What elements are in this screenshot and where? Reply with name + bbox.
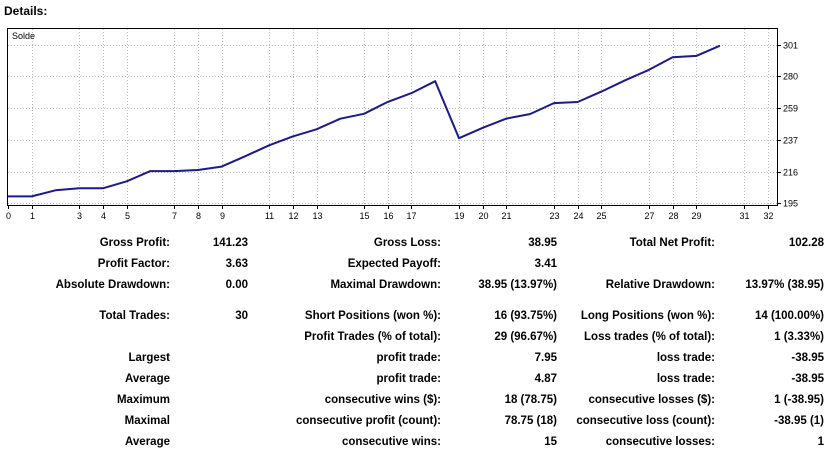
maximal-profit-value: 78.75 (18) bbox=[504, 414, 557, 427]
maximal-drawdown-label: Maximal Drawdown: bbox=[330, 278, 441, 291]
maximal-profit-label: consecutive profit (count): bbox=[295, 414, 441, 427]
average-loss-value: -38.95 bbox=[791, 372, 824, 385]
x-tick-label: 17 bbox=[406, 211, 416, 221]
x-tick-label: 1 bbox=[30, 211, 35, 221]
plot-area bbox=[7, 28, 778, 206]
x-tick-label: 11 bbox=[265, 211, 274, 221]
loss-trades-label: Loss trades (% of total): bbox=[584, 330, 715, 343]
gross-profit-value: 141.23 bbox=[212, 236, 248, 249]
maximal-loss-label: consecutive loss (count): bbox=[576, 414, 715, 427]
largest-loss-value: -38.95 bbox=[791, 351, 824, 364]
stats-table: Gross Profit: 141.23 Gross Loss: 38.95 T… bbox=[0, 232, 824, 452]
maximal-loss-value: -38.95 (1) bbox=[774, 414, 824, 427]
legend-label: Solde bbox=[12, 31, 35, 41]
maximum-wins-value: 18 (78.75) bbox=[504, 393, 557, 406]
balance-line bbox=[8, 44, 721, 198]
x-tick-label: 8 bbox=[196, 211, 201, 221]
x-tick-label: 20 bbox=[478, 211, 488, 221]
average-loss-label: loss trade: bbox=[656, 372, 715, 385]
maximum-losses-value: 1 (-38.95) bbox=[774, 393, 824, 406]
x-tick-label: 0 bbox=[6, 211, 11, 221]
maximum-wins-label: consecutive wins ($): bbox=[324, 393, 441, 406]
short-positions-label: Short Positions (won %): bbox=[304, 309, 441, 322]
maximal-label: Maximal bbox=[124, 414, 170, 427]
x-tick-label: 16 bbox=[383, 211, 393, 221]
x-tick-label: 19 bbox=[454, 211, 464, 221]
total-net-profit-label: Total Net Profit: bbox=[629, 236, 715, 249]
x-tick-label: 32 bbox=[763, 211, 773, 221]
x-tick-label: 28 bbox=[668, 211, 678, 221]
total-trades-value: 30 bbox=[235, 309, 248, 322]
x-tick-label: 31 bbox=[739, 211, 749, 221]
x-tick-label: 25 bbox=[596, 211, 606, 221]
x-tick-label: 3 bbox=[77, 211, 82, 221]
y-tick-label: 280 bbox=[783, 72, 798, 82]
balance-chart: 0 1 3 4 5 7 8 9 11 12 13 15 16 17 19 20 21 23 24 25 27 28 29 31… bbox=[6, 28, 798, 221]
long-positions-value: 14 (100.00%) bbox=[754, 309, 824, 322]
maximum-losses-label: consecutive losses ($): bbox=[588, 393, 715, 406]
y-tick-label: 237 bbox=[783, 136, 798, 146]
largest-label: Largest bbox=[128, 351, 170, 364]
long-positions-label: Long Positions (won %): bbox=[580, 309, 715, 322]
relative-drawdown-label: Relative Drawdown: bbox=[605, 278, 715, 291]
x-axis: 0 1 3 4 5 7 8 9 11 12 13 15 16 17 19 20 21 23 24 25 27 28 29 31… bbox=[6, 205, 774, 221]
average-consecutive-losses-value: 1 bbox=[817, 435, 824, 448]
gross-loss-value: 38.95 bbox=[528, 236, 557, 249]
gross-loss-label: Gross Loss: bbox=[373, 236, 441, 249]
average-consecutive-wins-value: 15 bbox=[544, 435, 557, 448]
profit-trades-label: Profit Trades (% of total): bbox=[304, 330, 441, 343]
x-tick-label: 15 bbox=[359, 211, 369, 221]
x-tick-label: 21 bbox=[501, 211, 511, 221]
x-tick-label: 27 bbox=[644, 211, 654, 221]
average-profit-label: profit trade: bbox=[376, 372, 441, 385]
absolute-drawdown-value: 0.00 bbox=[225, 278, 248, 291]
x-tick-label: 13 bbox=[312, 211, 322, 221]
profit-factor-value: 3.63 bbox=[225, 257, 248, 270]
average-consecutive-wins-label: consecutive wins: bbox=[341, 435, 441, 448]
y-axis: 301 280 259 237 216 195 bbox=[777, 41, 798, 209]
short-positions-value: 16 (93.75%) bbox=[494, 309, 557, 322]
chart-grid bbox=[8, 29, 777, 205]
absolute-drawdown-label: Absolute Drawdown: bbox=[55, 278, 170, 291]
details-title: Details: bbox=[4, 4, 48, 18]
profit-factor-label: Profit Factor: bbox=[97, 257, 170, 270]
x-tick-label: 5 bbox=[125, 211, 130, 221]
x-tick-label: 4 bbox=[101, 211, 106, 221]
profit-trades-value: 29 (96.67%) bbox=[494, 330, 557, 343]
average-profit-value: 4.87 bbox=[534, 372, 557, 385]
total-trades-label: Total Trades: bbox=[99, 309, 170, 322]
x-tick-label: 24 bbox=[573, 211, 583, 221]
y-tick-label: 195 bbox=[783, 199, 798, 209]
gross-profit-label: Gross Profit: bbox=[99, 236, 170, 249]
loss-trades-value: 1 (3.33%) bbox=[774, 330, 824, 343]
x-tick-label: 29 bbox=[691, 211, 701, 221]
expected-payoff-label: Expected Payoff: bbox=[347, 257, 441, 270]
relative-drawdown-value: 13.97% (38.95) bbox=[745, 278, 824, 291]
x-tick-label: 12 bbox=[288, 211, 298, 221]
average-consecutive-losses-label: consecutive losses: bbox=[605, 435, 715, 448]
maximum-label: Maximum bbox=[116, 393, 170, 406]
y-tick-label: 216 bbox=[783, 168, 798, 178]
maximal-drawdown-value: 38.95 (13.97%) bbox=[478, 278, 557, 291]
average-label: Average bbox=[125, 372, 170, 385]
expected-payoff-value: 3.41 bbox=[534, 257, 557, 270]
total-net-profit-value: 102.28 bbox=[788, 236, 824, 249]
y-tick-label: 301 bbox=[783, 41, 798, 51]
y-tick-label: 259 bbox=[783, 104, 798, 114]
x-tick-label: 9 bbox=[220, 211, 225, 221]
average-consecutive-label: Average bbox=[125, 435, 170, 448]
largest-loss-label: loss trade: bbox=[656, 351, 715, 364]
largest-profit-label: profit trade: bbox=[376, 351, 441, 364]
x-tick-label: 23 bbox=[549, 211, 559, 221]
series-group bbox=[8, 44, 721, 198]
x-tick-label: 7 bbox=[172, 211, 177, 221]
largest-profit-value: 7.95 bbox=[534, 351, 557, 364]
